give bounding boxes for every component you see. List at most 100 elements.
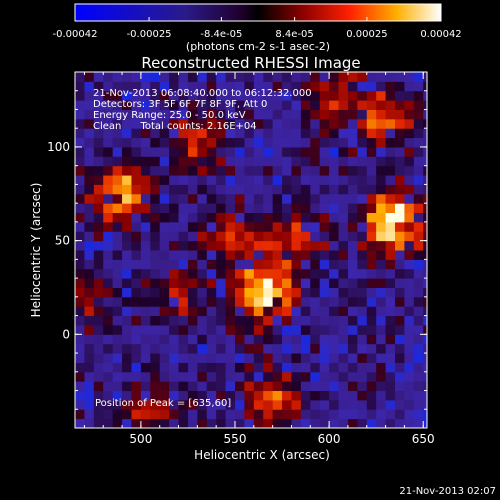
heatmap-cell xyxy=(169,409,180,420)
heatmap-cell xyxy=(122,128,132,139)
heatmap-cell xyxy=(338,212,349,223)
heatmap-cell xyxy=(225,259,236,270)
heatmap-cell xyxy=(197,156,208,167)
heatmap-cell xyxy=(206,390,217,401)
heatmap-cell xyxy=(253,381,264,392)
heatmap-cell xyxy=(122,240,132,251)
heatmap-cell xyxy=(385,231,396,242)
heatmap-cell xyxy=(112,399,123,410)
heatmap-cell xyxy=(131,156,142,167)
heatmap-cell xyxy=(329,221,340,232)
heatmap-cell xyxy=(178,156,189,167)
heatmap-cell xyxy=(75,259,85,270)
heatmap-cell xyxy=(395,81,405,92)
heatmap-cell xyxy=(140,137,151,148)
heatmap-cell xyxy=(300,203,311,214)
heatmap-cell xyxy=(272,72,283,82)
heatmap-cell xyxy=(178,72,189,82)
heatmap-cell xyxy=(235,268,245,279)
heatmap-cell xyxy=(329,278,340,288)
heatmap-cell xyxy=(263,146,274,157)
heatmap-cell xyxy=(300,72,311,82)
heatmap-cell xyxy=(253,306,264,317)
heatmap-cell xyxy=(140,240,151,251)
heatmap-cell xyxy=(395,193,405,204)
heatmap-cell xyxy=(112,306,123,317)
heatmap-cell xyxy=(357,250,368,260)
heatmap-cell xyxy=(244,268,255,279)
heatmap-cell xyxy=(187,203,198,214)
heatmap-cell xyxy=(395,259,405,270)
heatmap-cell xyxy=(413,212,424,223)
heatmap-cell xyxy=(376,100,387,110)
heatmap-cell xyxy=(329,268,340,279)
heatmap-cell xyxy=(112,287,123,298)
heatmap-cell xyxy=(329,137,340,148)
heatmap-cell xyxy=(404,343,415,354)
heatmap-cell xyxy=(169,212,180,223)
heatmap-cell xyxy=(338,184,349,195)
heatmap-cell xyxy=(338,128,349,139)
heatmap-cell xyxy=(159,371,170,382)
heatmap-cell xyxy=(376,175,387,185)
heatmap-cell xyxy=(385,287,396,298)
heatmap-cell xyxy=(84,240,95,251)
heatmap-cell xyxy=(150,353,161,363)
heatmap-cell xyxy=(423,165,427,176)
heatmap-cell xyxy=(291,81,302,92)
heatmap-cell xyxy=(395,250,405,260)
heatmap-cell xyxy=(310,203,321,214)
heatmap-cell xyxy=(93,221,104,232)
heatmap-cell xyxy=(244,90,255,101)
heatmap-cell xyxy=(253,212,264,223)
heatmap-cell xyxy=(93,381,104,392)
heatmap-cell xyxy=(300,381,311,392)
heatmap-cell xyxy=(366,390,377,401)
heatmap-cell xyxy=(357,418,368,428)
heatmap-cell xyxy=(300,324,311,335)
heatmap-cell xyxy=(376,221,387,232)
heatmap-cell xyxy=(291,278,302,288)
heatmap-cell xyxy=(385,221,396,232)
heatmap-cell xyxy=(159,184,170,195)
heatmap-cell xyxy=(244,109,255,120)
heatmap-cell xyxy=(413,259,424,270)
heatmap-cell xyxy=(319,128,330,139)
heatmap-cell xyxy=(140,193,151,204)
heatmap-cell xyxy=(404,128,415,139)
heatmap-cell xyxy=(395,156,405,167)
heatmap-cell xyxy=(122,418,132,428)
heatmap-cell xyxy=(206,268,217,279)
heatmap-cell xyxy=(319,184,330,195)
heatmap-cell xyxy=(404,390,415,401)
heatmap-cell xyxy=(366,146,377,157)
heatmap-cell xyxy=(122,343,132,354)
heatmap-cell xyxy=(300,306,311,317)
heatmap-cell xyxy=(178,278,189,288)
heatmap-cell xyxy=(357,212,368,223)
heatmap-cell xyxy=(300,343,311,354)
heatmap-cell xyxy=(140,278,151,288)
heatmap-cell xyxy=(187,418,198,428)
heatmap-cell xyxy=(413,221,424,232)
info-line: Energy Range: 25.0 - 50.0 keV xyxy=(93,110,246,121)
heatmap-cell xyxy=(319,109,330,120)
heatmap-cell xyxy=(263,306,274,317)
heatmap-cell xyxy=(84,137,95,148)
heatmap-cell xyxy=(263,90,274,101)
heatmap-cell xyxy=(329,81,340,92)
heatmap-cell xyxy=(150,268,161,279)
colorbar-label: (photons cm-2 s-1 asec-2) xyxy=(186,40,330,53)
heatmap-cell xyxy=(122,390,132,401)
heatmap-cell xyxy=(93,240,104,251)
heatmap-cell xyxy=(159,353,170,363)
heatmap-cell xyxy=(131,184,142,195)
heatmap-cell xyxy=(103,175,114,185)
heatmap-cell xyxy=(357,156,368,167)
heatmap-cell xyxy=(253,100,264,110)
heatmap-cell xyxy=(216,371,227,382)
heatmap-cell xyxy=(357,100,368,110)
heatmap-cell xyxy=(423,390,427,401)
heatmap-cell xyxy=(357,109,368,120)
heatmap-cell xyxy=(112,334,123,345)
